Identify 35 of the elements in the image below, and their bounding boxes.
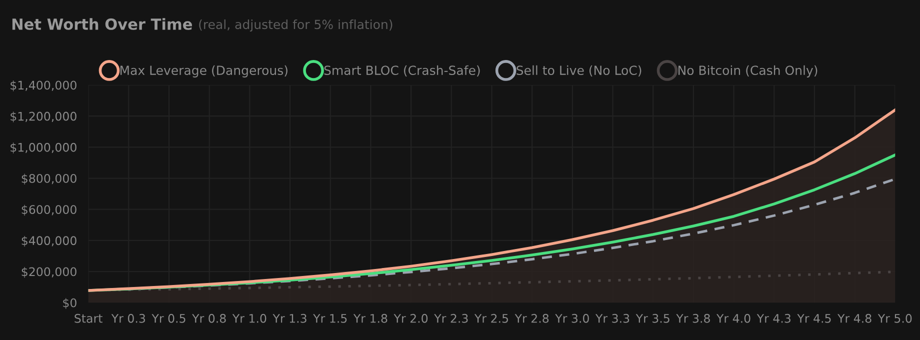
chart-subtitle: (real, adjusted for 5% inflation) [199, 19, 392, 32]
x-tick-label: Yr 1.0 [232, 314, 266, 323]
legend-label: No Bitcoin (Cash Only) [678, 65, 818, 78]
y-tick-label: $1,400,000 [10, 80, 76, 92]
x-tick-label: Yr 3.5 [636, 314, 670, 323]
x-tick-label: Start [74, 314, 102, 323]
y-tick-label: $200,000 [22, 267, 76, 278]
x-tick-label: Yr 2.5 [474, 314, 508, 323]
x-tick-label: Yr 4.0 [716, 314, 750, 323]
x-tick-label: Yr 1.5 [313, 314, 347, 323]
y-tick-label: $0 [63, 298, 76, 309]
x-tick-label: Yr 3.3 [595, 314, 630, 323]
x-tick-label: Yr 3.8 [676, 314, 710, 323]
x-tick-label: Yr 0.5 [152, 314, 186, 323]
x-tick-label: Yr 2.8 [514, 314, 549, 323]
x-tick-label: Yr 4.3 [756, 314, 790, 323]
y-tick-label: $600,000 [22, 204, 76, 216]
x-tick-label: Yr 1.3 [272, 314, 306, 323]
x-tick-label: Yr 4.5 [797, 314, 831, 323]
x-tick-label: Yr 5.0 [878, 314, 912, 323]
x-tick-label: Yr 2.3 [434, 314, 468, 323]
x-tick-label: Yr 3.0 [555, 314, 589, 323]
x-tick-label: Yr 1.8 [353, 314, 388, 323]
x-tick-label: Yr 0.3 [111, 314, 146, 323]
chart-title: Net Worth Over Time [12, 18, 192, 30]
y-tick-label: $1,200,000 [10, 112, 76, 122]
y-tick-label: $800,000 [22, 174, 76, 184]
legend-label: Sell to Live (No LoC) [516, 65, 642, 76]
x-tick-label: Yr 0.8 [192, 314, 226, 323]
y-tick-label: $400,000 [22, 236, 76, 247]
legend-label: Max Leverage (Dangerous) [120, 65, 288, 78]
x-tick-label: Yr 2.0 [394, 314, 428, 323]
legend-label: Smart BLOC (Crash-Safe) [324, 65, 480, 76]
y-tick-label: $1,000,000 [10, 142, 76, 154]
x-tick-label: Yr 4.8 [838, 314, 872, 323]
